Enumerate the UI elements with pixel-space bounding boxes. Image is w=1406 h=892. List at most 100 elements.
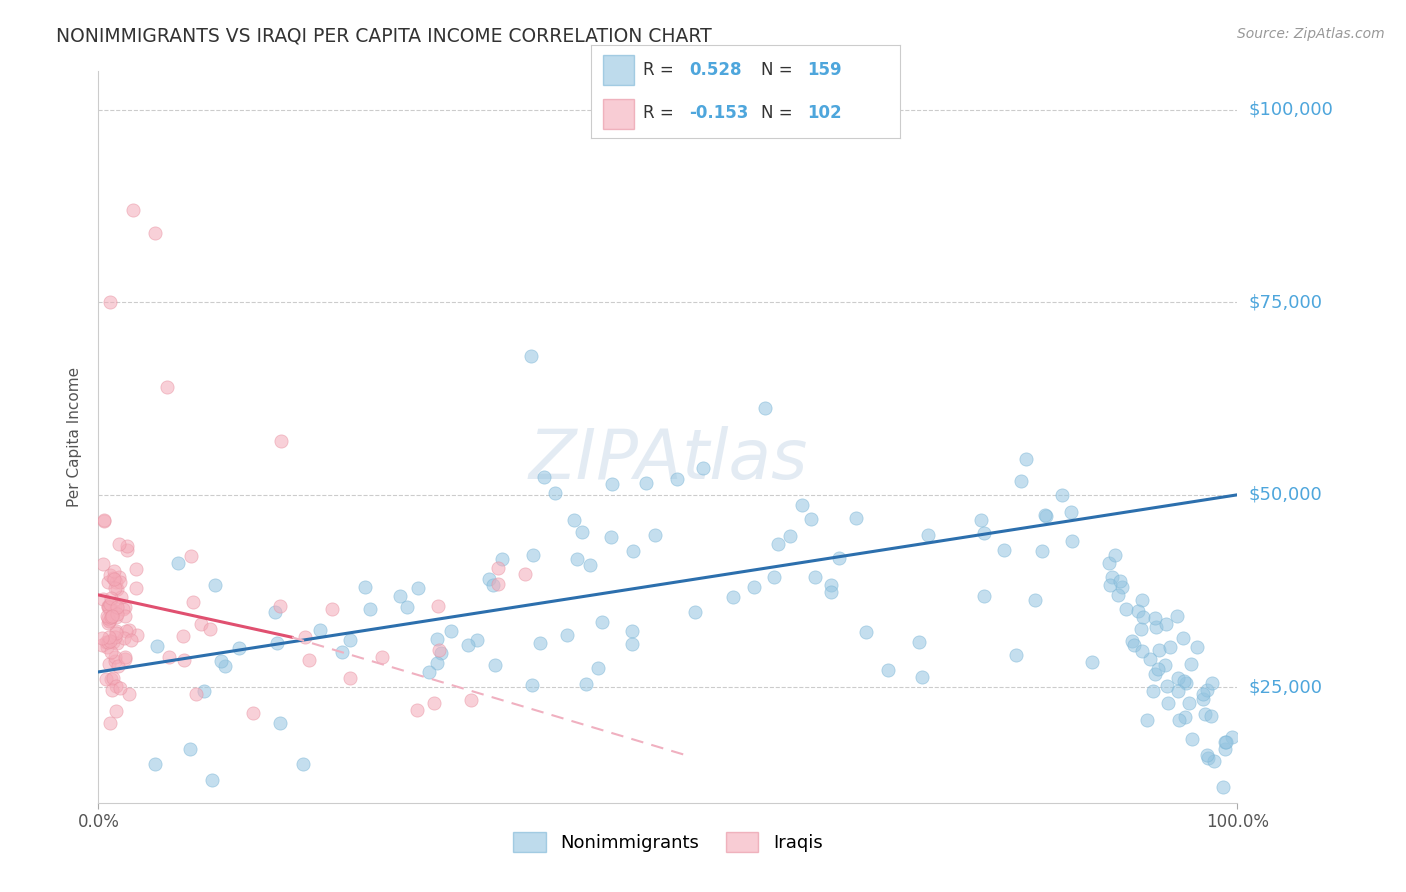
FancyBboxPatch shape [603, 55, 634, 85]
Point [209, 654, 232, 668]
Point [96, 640, 118, 654]
Point [644, 527, 666, 541]
Point [1166, 609, 1188, 624]
Point [104, 599, 127, 613]
Point [104, 575, 127, 590]
Point [204, 578, 226, 592]
Point [125, 581, 148, 595]
Point [214, 659, 236, 673]
Point [294, 631, 316, 645]
Point [172, 629, 194, 643]
Point [1213, 734, 1236, 748]
Point [586, 660, 609, 674]
Point [97, 599, 120, 613]
Point [1147, 643, 1170, 657]
Point [94, 673, 117, 687]
Text: 0.528: 0.528 [689, 61, 742, 78]
Point [1132, 609, 1154, 624]
Point [107, 659, 129, 673]
Point [145, 640, 167, 654]
Point [1175, 675, 1198, 690]
Text: N =: N = [761, 61, 797, 78]
Point [173, 653, 195, 667]
Point [100, 644, 122, 658]
Point [845, 511, 868, 525]
Point [103, 572, 125, 586]
Point [1115, 602, 1137, 616]
Point [104, 653, 127, 667]
Point [105, 599, 128, 614]
Point [465, 632, 488, 647]
Point [1153, 657, 1175, 672]
Point [1107, 588, 1129, 602]
Point [513, 566, 536, 581]
Point [292, 757, 315, 772]
Point [621, 624, 644, 639]
Point [1081, 656, 1104, 670]
Point [1146, 662, 1168, 676]
Point [855, 624, 877, 639]
Point [430, 646, 453, 660]
Point [666, 472, 689, 486]
Point [101, 608, 124, 623]
Point [108, 569, 131, 583]
Point [118, 687, 141, 701]
Point [104, 679, 127, 693]
Point [308, 623, 330, 637]
Point [91, 557, 114, 571]
Point [1144, 666, 1167, 681]
Point [1130, 644, 1153, 658]
Point [800, 512, 823, 526]
Point [101, 683, 124, 698]
Point [103, 604, 125, 618]
Point [533, 470, 555, 484]
Point [354, 580, 377, 594]
Point [98, 295, 121, 310]
Point [692, 461, 714, 475]
Point [571, 525, 593, 540]
Point [1123, 638, 1146, 652]
Point [100, 672, 122, 686]
Point [103, 571, 125, 585]
Point [763, 570, 786, 584]
Point [1031, 544, 1053, 558]
Point [228, 641, 250, 656]
Point [167, 556, 190, 570]
Text: $100,000: $100,000 [1249, 101, 1333, 119]
Legend: Nonimmigrants, Iraqis: Nonimmigrants, Iraqis [506, 824, 830, 860]
Point [145, 757, 167, 772]
Point [91, 631, 114, 645]
Point [115, 542, 138, 557]
Point [104, 581, 127, 595]
Point [544, 485, 567, 500]
Y-axis label: Per Capita Income: Per Capita Income [67, 367, 83, 508]
Point [110, 574, 132, 589]
Point [371, 649, 394, 664]
Point [94, 634, 117, 648]
Point [1201, 676, 1223, 690]
Point [1121, 633, 1143, 648]
Point [1174, 710, 1197, 724]
Point [478, 572, 501, 586]
Point [97, 630, 120, 644]
Point [993, 543, 1015, 558]
Text: 102: 102 [807, 104, 842, 122]
Point [1142, 683, 1164, 698]
Point [103, 635, 125, 649]
Point [98, 600, 121, 615]
Point [97, 635, 120, 649]
Point [108, 681, 131, 695]
Point [1126, 604, 1149, 618]
Point [297, 653, 319, 667]
Point [201, 772, 224, 787]
Text: N =: N = [761, 104, 797, 122]
Point [121, 202, 143, 217]
Point [125, 628, 148, 642]
Point [114, 599, 136, 614]
Point [406, 581, 429, 595]
Point [973, 590, 995, 604]
Point [104, 650, 127, 665]
Point [579, 558, 602, 573]
Point [1167, 683, 1189, 698]
Point [1144, 620, 1167, 634]
